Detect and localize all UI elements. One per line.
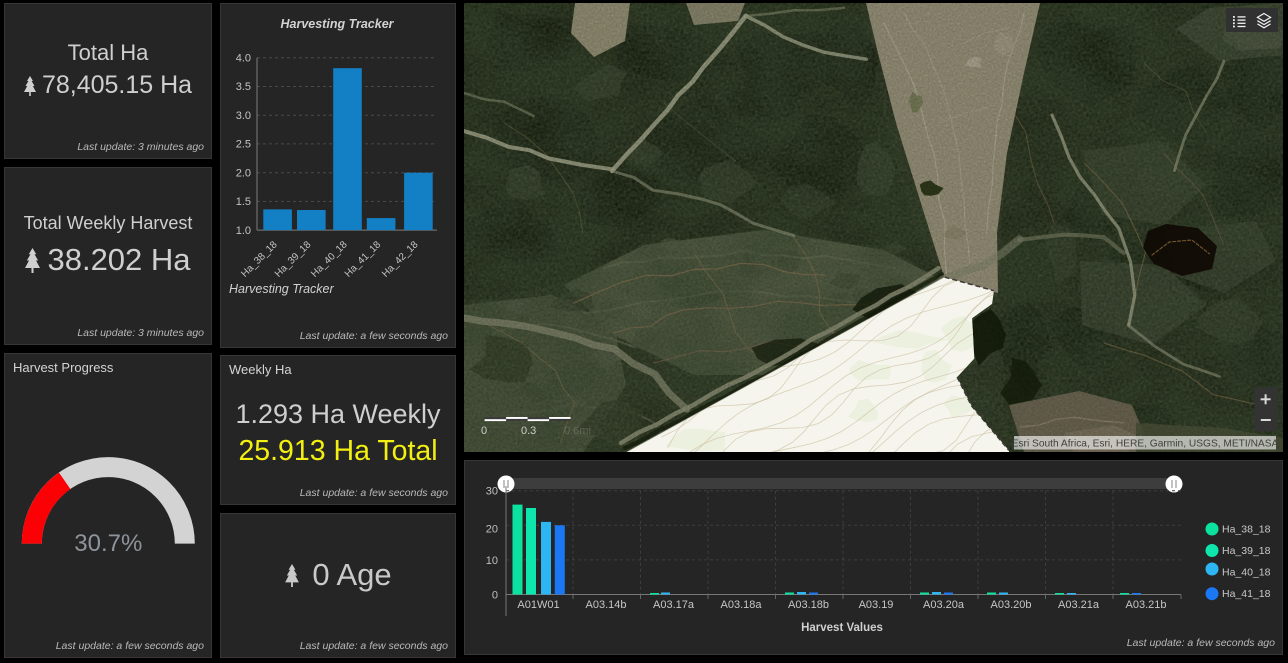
svg-text:Ha_39_18: Ha_39_18 [1222,545,1271,557]
svg-text:Ha_40_18: Ha_40_18 [1222,567,1271,579]
svg-text:30: 30 [486,486,498,498]
svg-text:2.0: 2.0 [236,167,251,179]
svg-text:20: 20 [486,524,498,536]
svg-text:3.0: 3.0 [236,110,251,122]
svg-text:Harvesting Tracker: Harvesting Tracker [229,282,334,296]
svg-text:4.0: 4.0 [236,53,251,65]
svg-text:A03.18a: A03.18a [721,599,763,611]
svg-text:A03.20b: A03.20b [991,599,1032,611]
svg-text:0: 0 [492,590,498,602]
svg-text:1.5: 1.5 [236,196,251,208]
svg-text:1.0: 1.0 [236,225,251,237]
svg-text:Esri South Africa, Esri, HERE,: Esri South Africa, Esri, HERE, Garmin, U… [1012,439,1279,450]
svg-text:Ha_41_18: Ha_41_18 [343,239,384,280]
svg-text:0.6mi: 0.6mi [564,425,591,437]
svg-text:Ha_42_18: Ha_42_18 [380,239,421,280]
svg-text:Ha_38_18: Ha_38_18 [1222,524,1271,536]
svg-text:Harvest Values: Harvest Values [801,622,883,634]
svg-text:A03.20a: A03.20a [923,599,965,611]
svg-text:A03.18b: A03.18b [788,599,829,611]
svg-text:0: 0 [481,425,487,437]
svg-text:A03.19: A03.19 [859,599,894,611]
svg-text:A03.14b: A03.14b [586,599,627,611]
svg-text:Ha_39_18: Ha_39_18 [273,239,314,280]
svg-text:A03.21a: A03.21a [1058,599,1100,611]
svg-text:10: 10 [486,555,498,567]
svg-text:30.7%: 30.7% [74,530,142,557]
svg-text:3.5: 3.5 [236,81,251,93]
svg-text:A01W01: A01W01 [517,599,559,611]
svg-text:Ha_41_18: Ha_41_18 [1222,588,1271,600]
svg-text:2.5: 2.5 [236,139,251,151]
svg-text:A03.21b: A03.21b [1126,599,1167,611]
svg-text:A03.17a: A03.17a [653,599,695,611]
svg-text:Harvesting Tracker: Harvesting Tracker [280,17,394,31]
svg-text:0.3: 0.3 [521,425,536,437]
